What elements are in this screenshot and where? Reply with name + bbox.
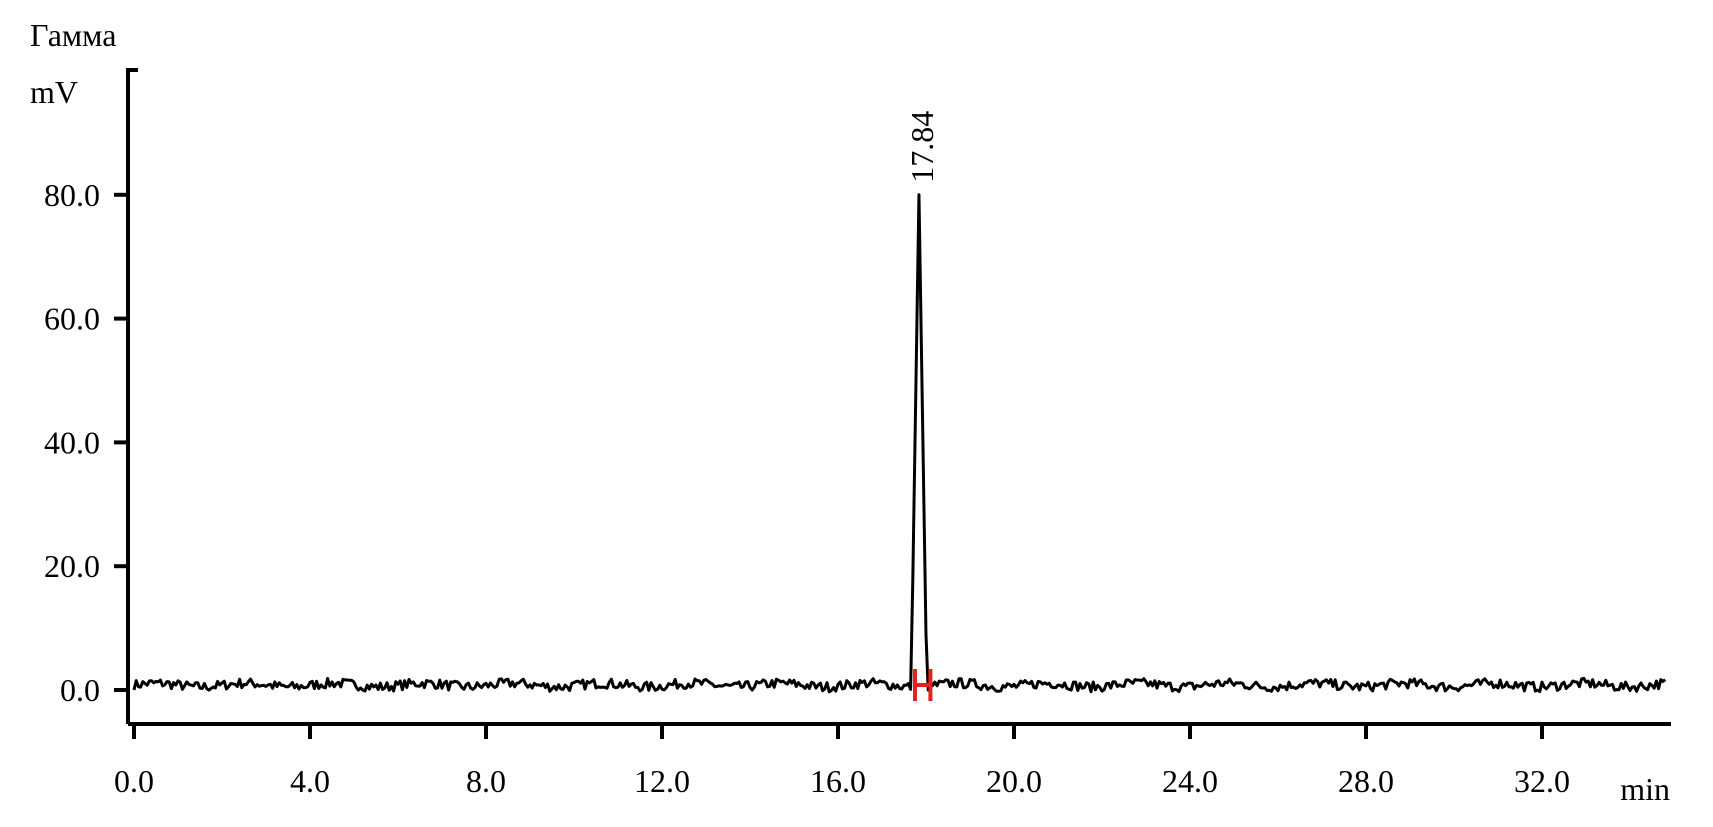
x-tick-label: 0.0: [114, 763, 154, 799]
y-tick-label: 80.0: [44, 177, 100, 213]
x-tick-label: 12.0: [634, 763, 690, 799]
x-tick-label: 28.0: [1338, 763, 1394, 799]
y-axis-label: mV: [30, 74, 78, 110]
peak-label: 17.84: [904, 111, 940, 183]
y-tick-label: 20.0: [44, 548, 100, 584]
y-tick-label: 0.0: [60, 672, 100, 708]
y-axis: [126, 68, 138, 724]
y-tick-label: 60.0: [44, 301, 100, 337]
x-axis-label: min: [1620, 771, 1670, 807]
x-tick-label: 4.0: [290, 763, 330, 799]
y-tick-label: 40.0: [44, 424, 100, 460]
x-tick-label: 24.0: [1162, 763, 1218, 799]
x-tick-label: 8.0: [466, 763, 506, 799]
chart-title: Гамма: [30, 17, 116, 53]
x-tick-label: 20.0: [986, 763, 1042, 799]
x-tick-label: 32.0: [1514, 763, 1570, 799]
peak-integration-marker: [913, 669, 933, 702]
chromatogram-trace: [132, 193, 1667, 694]
x-tick-label: 16.0: [810, 763, 866, 799]
